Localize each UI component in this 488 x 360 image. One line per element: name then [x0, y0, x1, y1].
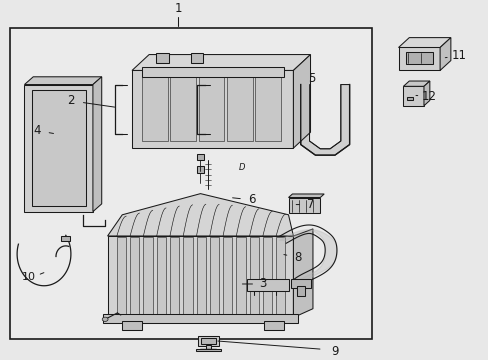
Bar — [405, 52, 432, 64]
Text: 8: 8 — [294, 251, 302, 264]
Polygon shape — [439, 37, 450, 71]
Bar — [142, 77, 167, 141]
Bar — [236, 237, 245, 316]
Polygon shape — [403, 81, 429, 86]
Bar — [209, 237, 219, 316]
Bar — [246, 279, 288, 291]
Bar — [24, 85, 93, 212]
Bar — [102, 314, 298, 323]
Text: 11: 11 — [451, 49, 466, 63]
Text: 10: 10 — [21, 272, 35, 282]
Bar — [122, 321, 142, 330]
Text: 7: 7 — [306, 198, 314, 211]
Bar — [198, 336, 218, 346]
Bar — [403, 86, 423, 106]
Bar — [255, 77, 281, 141]
Bar — [130, 237, 139, 316]
Bar — [398, 48, 439, 71]
Bar — [143, 237, 152, 316]
Polygon shape — [132, 55, 310, 71]
Bar — [10, 28, 371, 339]
Bar — [205, 345, 210, 349]
Polygon shape — [93, 77, 102, 212]
Text: 4: 4 — [33, 124, 41, 137]
Circle shape — [102, 317, 108, 321]
Bar — [32, 90, 85, 206]
Bar — [264, 321, 283, 330]
Text: 1: 1 — [174, 2, 182, 15]
Bar — [226, 77, 252, 141]
Polygon shape — [300, 85, 349, 155]
Text: 9: 9 — [330, 345, 338, 358]
Bar — [132, 71, 293, 148]
Bar — [196, 154, 204, 161]
Bar — [263, 237, 272, 316]
Text: D: D — [238, 163, 245, 172]
Bar — [170, 237, 179, 316]
Text: 3: 3 — [259, 278, 266, 291]
Bar — [249, 237, 258, 316]
Bar — [196, 166, 204, 173]
Text: 5: 5 — [307, 72, 315, 85]
Polygon shape — [423, 81, 429, 106]
Bar — [117, 237, 126, 316]
Bar — [288, 198, 320, 213]
Bar — [61, 237, 69, 240]
Bar — [196, 237, 205, 316]
Text: 6: 6 — [247, 193, 255, 207]
Bar — [276, 237, 285, 316]
Polygon shape — [107, 194, 293, 236]
Text: 12: 12 — [421, 90, 436, 103]
Bar — [195, 348, 221, 351]
Text: 2: 2 — [67, 94, 75, 107]
Polygon shape — [24, 77, 102, 85]
Bar — [156, 53, 168, 63]
Bar — [198, 77, 224, 141]
Bar — [142, 67, 283, 77]
Polygon shape — [288, 194, 324, 198]
Bar — [156, 237, 165, 316]
Bar — [190, 53, 203, 63]
Bar — [201, 338, 215, 345]
Polygon shape — [293, 55, 310, 148]
Bar — [107, 236, 293, 318]
Bar — [170, 77, 196, 141]
Polygon shape — [293, 229, 312, 318]
Bar — [223, 237, 232, 316]
Polygon shape — [398, 37, 450, 48]
Bar — [290, 279, 310, 288]
Bar — [183, 237, 192, 316]
Bar — [407, 97, 412, 100]
Bar — [297, 286, 304, 296]
